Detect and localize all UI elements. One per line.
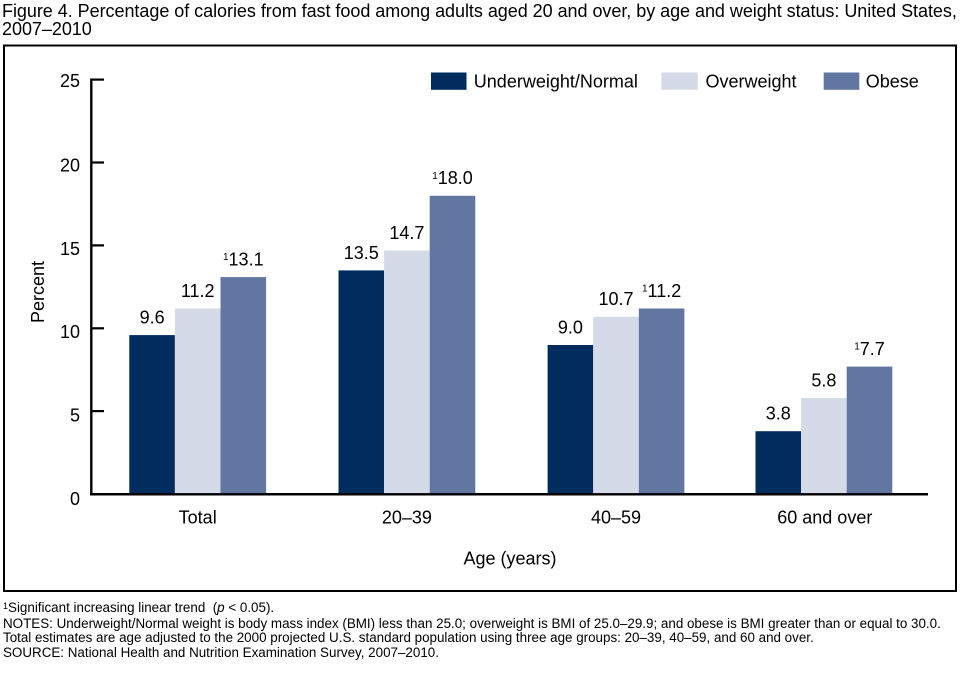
svg-text:Total: Total (179, 507, 217, 527)
svg-text:20: 20 (60, 156, 80, 176)
svg-text:111.2: 111.2 (642, 281, 681, 301)
svg-text:25: 25 (60, 71, 80, 91)
svg-text:5.8: 5.8 (811, 371, 836, 391)
svg-text:11.2: 11.2 (181, 281, 215, 301)
svg-text:10.7: 10.7 (598, 289, 633, 309)
svg-text:13.5: 13.5 (344, 243, 379, 263)
svg-text:113.1: 113.1 (223, 250, 264, 270)
svg-text:9.6: 9.6 (140, 308, 165, 328)
svg-text:5: 5 (70, 406, 80, 426)
svg-text:9.0: 9.0 (558, 317, 583, 337)
svg-text:60 and over: 60 and over (777, 507, 872, 527)
svg-text:Obese: Obese (866, 72, 919, 92)
svg-text:10: 10 (60, 322, 80, 342)
svg-text:Overweight: Overweight (706, 72, 797, 92)
svg-text:14.7: 14.7 (389, 223, 424, 243)
svg-text:Percent: Percent (28, 261, 48, 323)
svg-text:Underweight/Normal: Underweight/Normal (474, 72, 638, 92)
svg-text:20–39: 20–39 (382, 507, 432, 527)
svg-text:118.0: 118.0 (432, 168, 473, 188)
svg-text:Age (years): Age (years) (463, 548, 556, 568)
svg-text:3.8: 3.8 (766, 404, 791, 424)
svg-text:17.7: 17.7 (854, 339, 885, 359)
svg-text:15: 15 (60, 239, 80, 259)
svg-text:40–59: 40–59 (591, 507, 641, 527)
svg-text:0: 0 (70, 489, 80, 509)
